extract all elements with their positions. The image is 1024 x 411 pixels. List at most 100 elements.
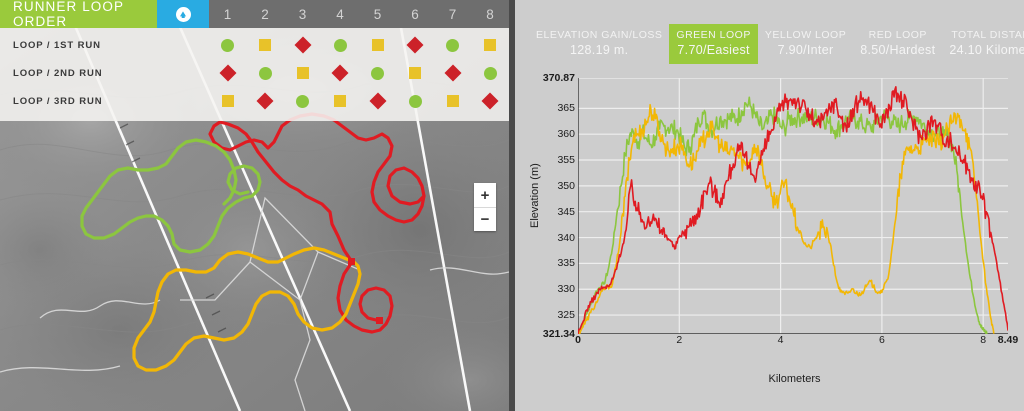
y-tick-label: 321.34 [542,328,575,340]
marker-cell [322,64,360,82]
stat-total-distance[interactable]: TOTAL DISTANCE 24.10 Kilometers [942,24,1024,64]
table-body: LOOP / 1ST RUN LOOP / 2ND RUN LOOP / 3RD R… [0,28,509,121]
stat-value: 128.19 m. [570,43,629,58]
red-diamond-icon [219,64,237,82]
red-diamond-icon [294,36,312,54]
row-markers [209,64,510,82]
map-zoom-control[interactable]: + − [474,183,496,231]
stat-label: YELLOW LOOP [764,29,847,41]
red-diamond-icon [444,64,462,82]
series-line-red-loop [578,87,1008,334]
table-header-row: RUNNER LOOP ORDER 1 2 3 4 5 6 7 8 [0,0,509,29]
marker-cell [397,67,435,80]
row-label: LOOP / 1ST RUN [13,39,101,51]
yellow-square-icon [334,95,347,107]
marker-cell [434,95,472,108]
row-markers [209,92,510,110]
marker-cell [284,67,322,80]
marker-cell [209,95,247,108]
column-header-5[interactable]: 5 [373,6,382,22]
map-panel[interactable]: RUNNER LOOP ORDER 1 2 3 4 5 6 7 8 LOOP / 1ST RU… [0,0,509,411]
green-trail [80,138,262,254]
stat-green-loop[interactable]: GREEN LOOP 7.70/Easiest [669,24,758,65]
marker-cell [434,38,472,52]
y-tick-label: 340 [557,231,575,244]
sort-toggle-button[interactable] [157,0,209,28]
plot-svg [578,78,1008,334]
green-circle-icon [483,66,497,80]
stat-label: ELEVATION GAIN/LOSS [536,29,663,41]
marker-cell [209,38,247,52]
zoom-in-button[interactable]: + [480,186,490,204]
marker-cell [247,39,285,52]
y-axis-ticks: 321.34 325 330 335 340 345 350 355 360 365 370.87 [515,72,575,340]
stat-red-loop[interactable]: RED LOOP 8.50/Hardest [853,24,942,64]
red-diamond-icon [481,92,499,110]
marker-cell [284,94,322,108]
marker-cell [322,38,360,52]
stat-label: TOTAL DISTANCE [951,29,1024,41]
column-header-2[interactable]: 2 [261,6,270,22]
y-tick-label: 330 [557,283,575,296]
x-tick-label: 4 [777,334,784,346]
x-tick-label: 2 [676,334,683,346]
yellow-square-icon [409,67,422,79]
yellow-square-icon [259,39,272,51]
stat-elevation-gain-loss[interactable]: ELEVATION GAIN/LOSS 128.19 m. [529,24,669,64]
green-circle-icon [333,38,347,52]
marker-cell [397,36,435,54]
table-row: LOOP / 1ST RUN [0,31,509,59]
yellow-trail [132,246,362,372]
table-row: LOOP / 2ND RUN [0,59,509,87]
y-tick-label: 370.87 [542,72,575,84]
green-circle-icon [296,94,310,108]
y-tick-label: 355 [557,154,575,167]
y-tick-label: 325 [557,309,575,322]
yellow-square-icon [221,95,234,107]
yellow-square-icon [484,39,497,51]
marker-cell [472,92,510,110]
stat-value: 7.90/Inter [777,43,834,58]
zoom-out-button[interactable]: − [474,207,496,231]
x-tick-label: 8 [980,334,987,346]
row-markers [209,36,509,54]
marker-cell [397,94,435,108]
table-row: LOOP / 3RD RUN [0,87,509,115]
column-header-3[interactable]: 3 [298,6,307,22]
marker-cell [322,95,360,108]
column-header-6[interactable]: 6 [411,6,420,22]
marker-cell [359,66,397,80]
marker-cell [472,66,510,80]
red-diamond-icon [369,92,387,110]
row-label: LOOP / 3RD RUN [13,95,103,107]
table-column-headers: 1 2 3 4 5 6 7 8 [209,0,509,28]
red-diamond-icon [331,64,349,82]
x-tick-label: 0 [575,334,581,346]
elevation-chart-panel: ELEVATION GAIN/LOSS 128.19 m. GREEN LOOP 7.… [509,0,1024,411]
marker-cell [209,64,247,82]
green-circle-icon [408,94,422,108]
marker-cell [247,66,285,80]
green-circle-icon [446,38,460,52]
x-tick-label: 8.49 [997,334,1019,346]
yellow-square-icon [446,95,459,107]
stat-yellow-loop[interactable]: YELLOW LOOP 7.90/Inter [758,24,853,64]
marker-cell [434,64,472,82]
x-axis-ticks: 0 2 4 6 8 8.49 [515,334,1024,350]
column-header-1[interactable]: 1 [223,6,232,22]
column-header-8[interactable]: 8 [486,6,495,22]
green-circle-icon [221,38,235,52]
table-title: RUNNER LOOP ORDER [0,0,157,29]
stat-value: 8.50/Hardest [860,43,936,58]
column-header-4[interactable]: 4 [336,6,345,22]
stat-value: 7.70/Easiest [677,43,750,58]
column-header-7[interactable]: 7 [448,6,457,22]
arrow-up-circle-icon [175,6,191,22]
stat-value: 24.10 Kilometers [949,43,1024,58]
marker-cell [359,39,397,52]
y-tick-label: 360 [557,128,575,141]
stats-bar: ELEVATION GAIN/LOSS 128.19 m. GREEN LOOP 7.… [515,0,1024,65]
y-tick-label: 365 [557,102,575,115]
marker-cell [359,92,397,110]
